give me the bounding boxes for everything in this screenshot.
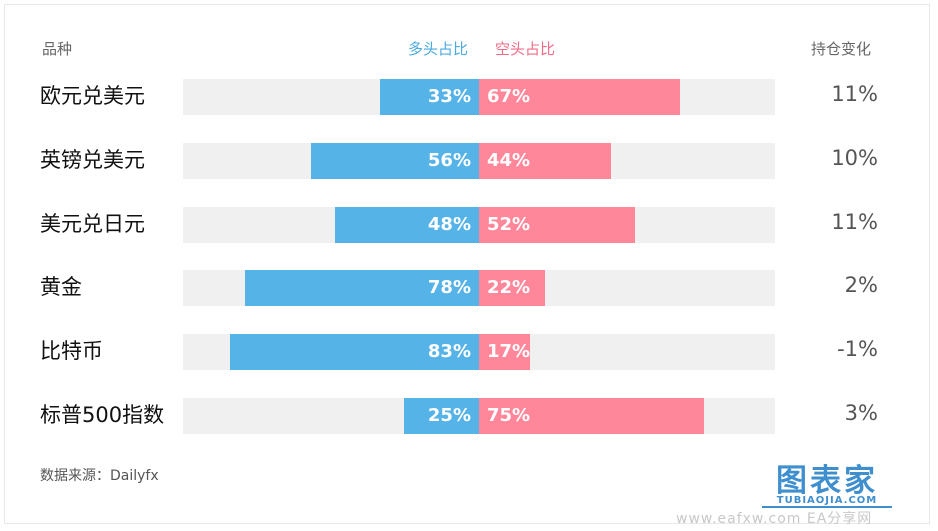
long-value-label: 48% [427,214,471,235]
category-label: 英镑兑美元 [40,148,145,172]
position-change-value: -1% [837,337,878,361]
category-label: 黄金 [40,275,82,299]
long-bar [380,79,479,115]
long-value-label: 83% [427,341,471,362]
source-note: 数据来源：Dailyfx [40,468,159,484]
long-bar [311,143,479,179]
watermark: www.eafxw.com EA分享网 [676,511,873,527]
long-value-label: 33% [427,86,471,107]
short-value-label: 17% [487,341,531,362]
short-bar [479,398,704,434]
long-bar [245,270,479,306]
long-value-label: 56% [427,150,471,171]
category-label: 欧元兑美元 [40,84,145,108]
position-change-value: 11% [831,210,878,234]
short-bar [479,270,545,306]
category-label: 标普500指数 [40,403,165,427]
short-value-label: 67% [487,86,531,107]
logo-subtext: TUBIAOJIA.COM [762,495,892,508]
short-value-label: 44% [487,150,531,171]
short-value-label: 75% [487,405,531,426]
position-change-value: 2% [844,273,878,297]
header-name: 品种 [42,40,73,58]
long-value-label: 25% [427,405,471,426]
short-bar [479,334,530,370]
short-bar [479,143,611,179]
header-short: 空头占比 [495,40,556,58]
header-change: 持仓变化 [811,40,872,58]
logo-text: 图表家 [776,463,878,499]
long-value-label: 78% [427,277,471,298]
tubiaojia-logo: 图表家 TUBIAOJIA.COM [762,455,892,513]
long-bar [230,334,479,370]
long-bar [335,207,479,243]
short-bar [479,79,680,115]
position-change-value: 10% [831,146,878,170]
short-value-label: 22% [487,277,531,298]
short-bar [479,207,635,243]
long-bar [404,398,479,434]
short-value-label: 52% [487,214,531,235]
header-long: 多头占比 [408,40,469,58]
position-change-value: 11% [831,82,878,106]
position-change-value: 3% [844,401,878,425]
category-label: 美元兑日元 [40,212,145,236]
category-label: 比特币 [40,339,103,363]
